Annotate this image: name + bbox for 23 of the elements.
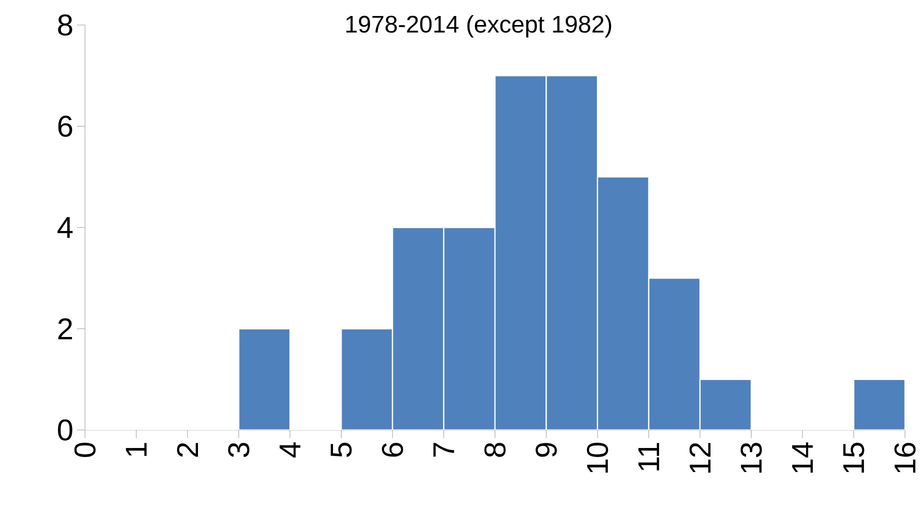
x-tick-label: 7 [433,443,454,457]
x-tick-label: 1 [126,442,147,456]
chart-title: 1978-2014 (except 1982) [346,15,612,38]
x-tick-label: 9 [536,442,557,457]
x-tick-label: 16 [894,442,916,473]
y-tick-label: 8 [58,14,72,36]
y-tick-label: 0 [58,419,72,441]
x-tick-label: 12 [690,443,710,473]
x-tick-label: 8 [484,442,506,457]
y-tick-label: 4 [57,217,73,238]
x-tick-label: 10 [586,442,608,473]
x-tick-label: 5 [330,442,352,457]
x-tick-label: 13 [740,442,762,473]
x-tick-label: 11 [638,442,660,470]
y-tick-label: 6 [58,116,72,137]
x-tick-label: 2 [177,443,198,457]
x-tick-label: 6 [382,442,404,457]
x-tick-label: 3 [228,442,250,458]
y-tick-label: 2 [58,318,72,340]
x-tick-label: 0 [74,442,96,458]
x-tick-label: 4 [280,442,300,458]
x-tick-label: 15 [843,442,864,473]
x-tick-label: 14 [792,442,813,473]
